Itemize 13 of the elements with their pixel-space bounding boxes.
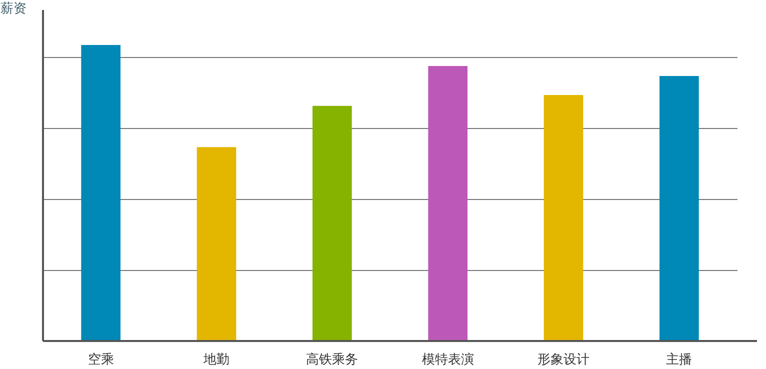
x-tick-label: 地勤: [202, 352, 230, 368]
bar: [660, 76, 699, 341]
bar: [196, 147, 236, 341]
x-tick-label: 空乘: [88, 352, 114, 368]
x-tick-label: 高铁乘务: [306, 352, 358, 368]
bar: [312, 106, 352, 341]
bar: [428, 66, 468, 341]
x-tick-label: 模特表演: [422, 352, 474, 368]
x-tick-label: 主播: [666, 352, 692, 368]
bar: [81, 44, 120, 341]
bar: [544, 94, 584, 341]
y-axis-title: 薪资: [0, 2, 26, 16]
x-tick-label: 形象设计: [538, 352, 590, 368]
